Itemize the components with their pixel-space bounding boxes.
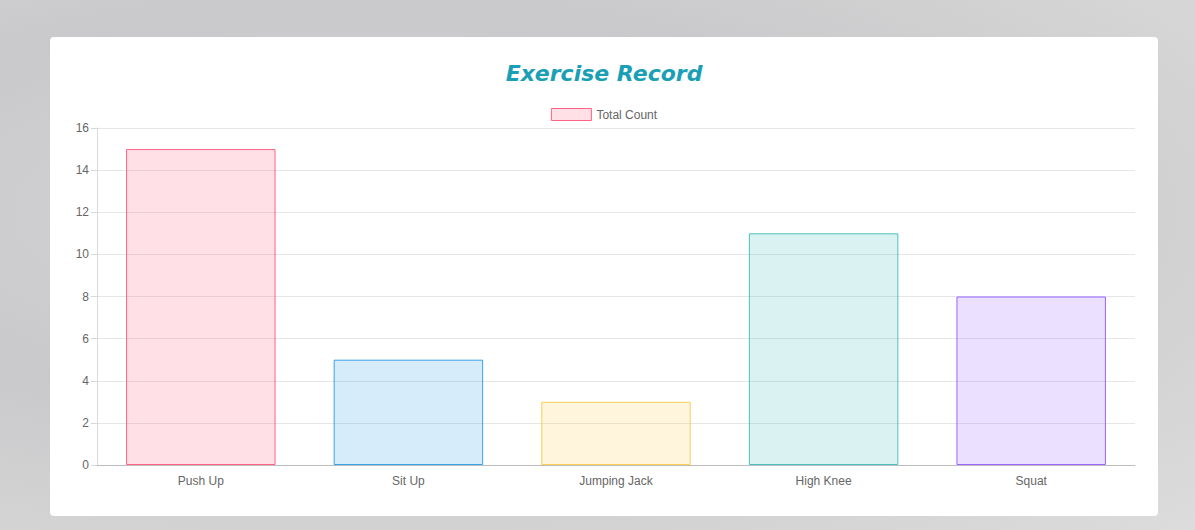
svg-text:6: 6 [82, 332, 89, 346]
svg-text:High Knee: High Knee [796, 474, 852, 488]
svg-text:16: 16 [76, 121, 90, 135]
svg-text:10: 10 [76, 247, 90, 261]
svg-text:14: 14 [76, 163, 90, 177]
svg-text:4: 4 [82, 374, 89, 388]
svg-text:8: 8 [82, 290, 89, 304]
svg-text:Exercise Record: Exercise Record [506, 61, 703, 86]
svg-text:Sit Up: Sit Up [392, 474, 425, 488]
svg-text:Jumping Jack: Jumping Jack [579, 474, 653, 488]
svg-text:Squat: Squat [1016, 474, 1048, 488]
svg-text:12: 12 [76, 205, 90, 219]
svg-text:0: 0 [82, 458, 89, 472]
svg-text:2: 2 [82, 416, 89, 430]
svg-text:Push Up: Push Up [178, 474, 224, 488]
svg-text:Total Count: Total Count [596, 108, 657, 122]
